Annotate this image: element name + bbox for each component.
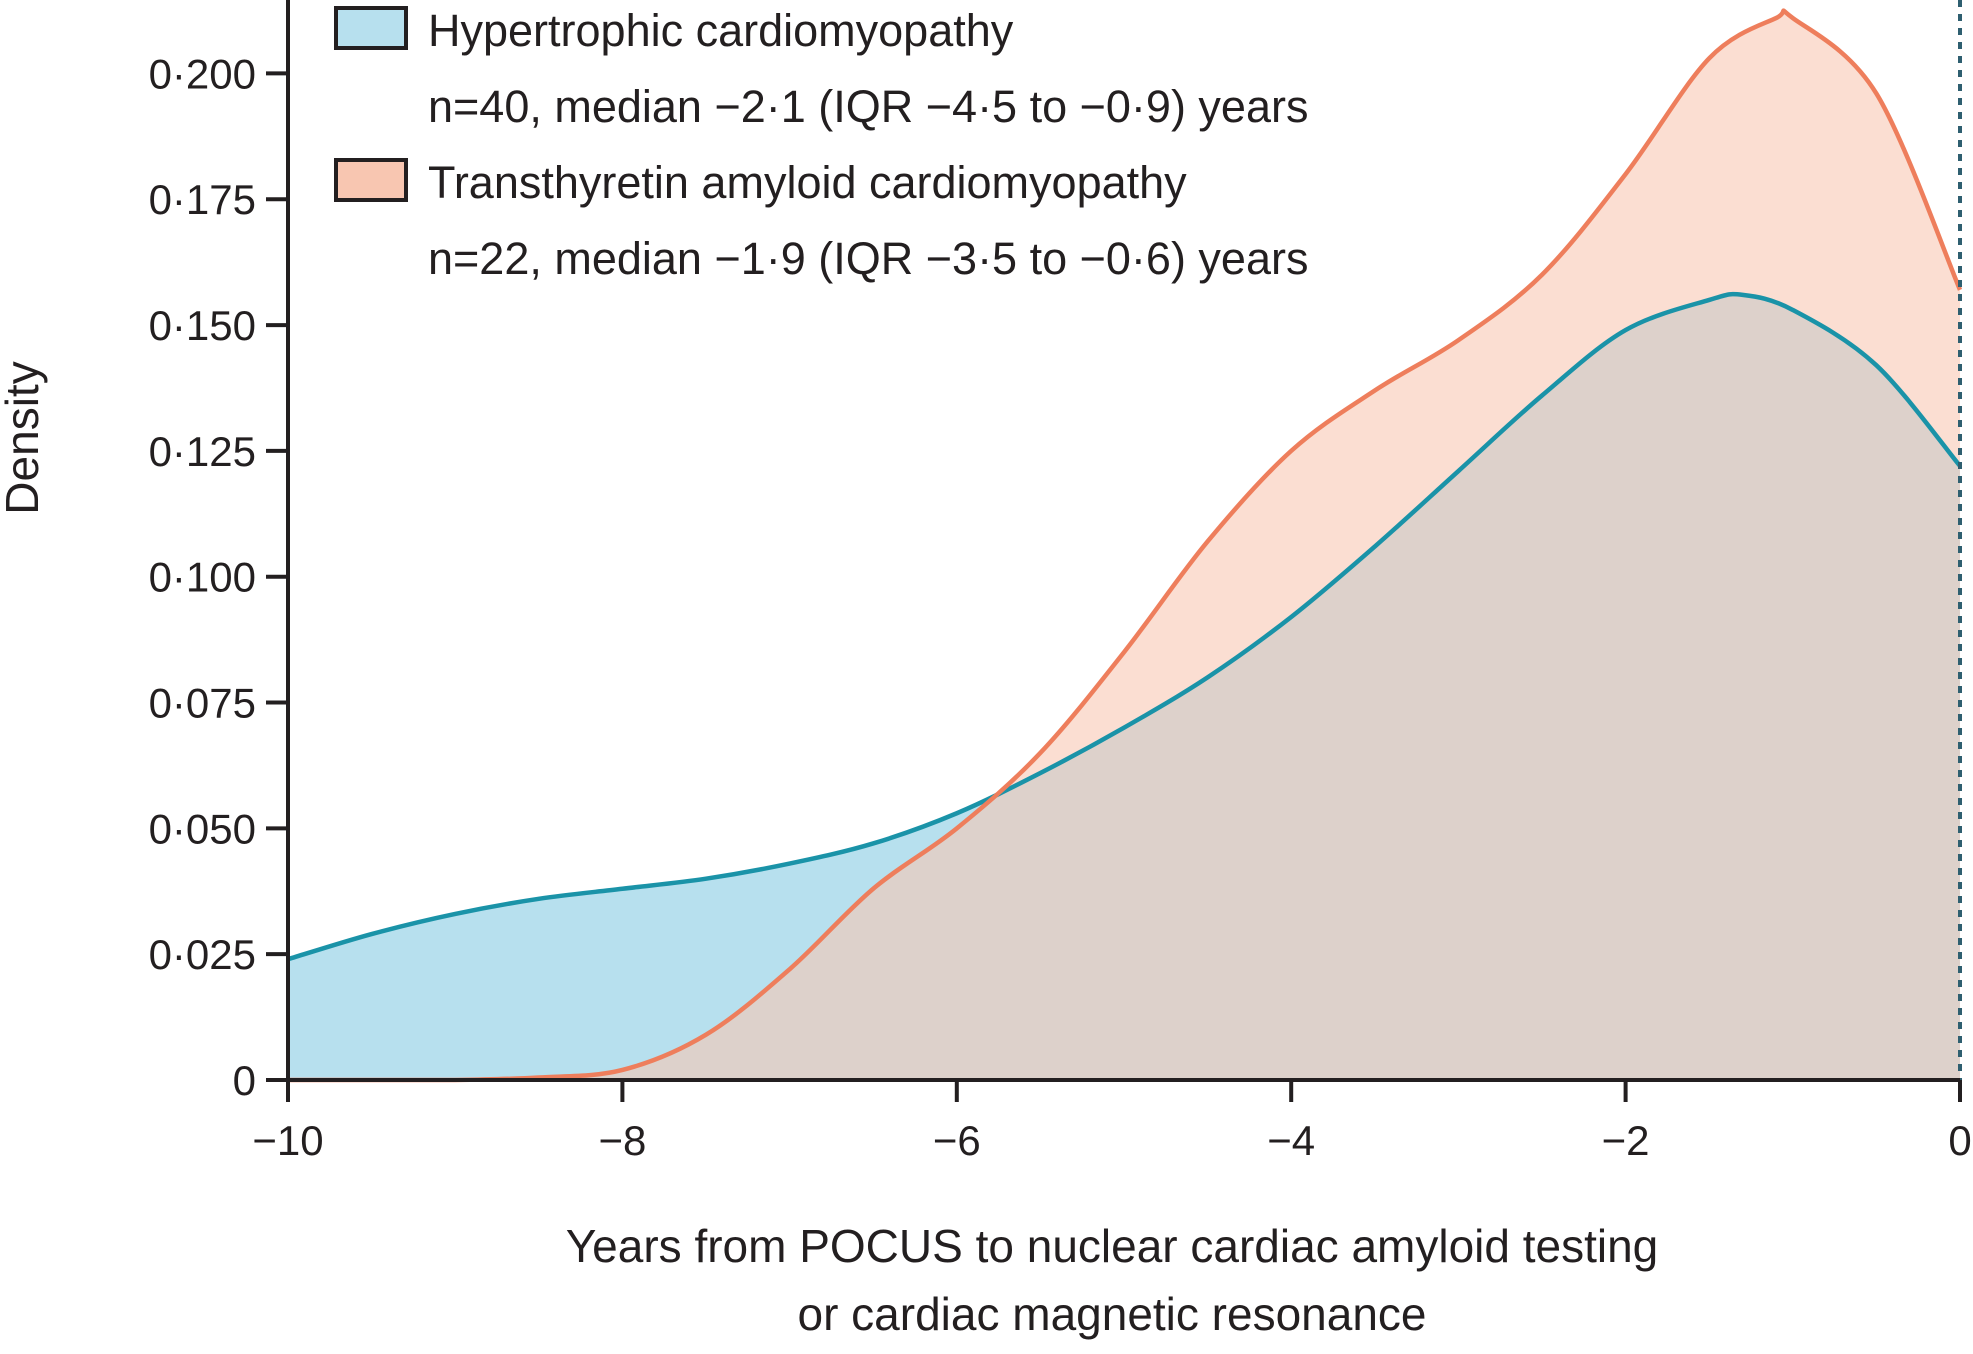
legend-swatch-hypertrophic <box>334 6 408 50</box>
axes: −10 −8 −6 −4 −2 0 00·0250·0500·0750·1000·1250… <box>149 0 1972 1164</box>
legend-detail-transthyretin: n=22, median −1·9 (IQR −3·5 to −0·6) yea… <box>428 233 1308 284</box>
y-axis-title: Density <box>0 361 48 514</box>
x-tick-label: 0 <box>1948 1117 1971 1164</box>
x-tick-label: −8 <box>598 1117 646 1164</box>
y-tick-label: 0 <box>233 1057 256 1104</box>
density-line-hypertrophic <box>287 291 1962 962</box>
y-tick-label: 0·125 <box>149 428 256 475</box>
legend-label-hypertrophic: Hypertrophic cardiomyopathy <box>428 5 1014 56</box>
legend-label-transthyretin: Transthyretin amyloid cardiomyopathy <box>428 157 1187 208</box>
y-tick-label: 0·150 <box>149 302 256 349</box>
x-tick-label: −2 <box>1602 1117 1650 1164</box>
density-line-transthyretin <box>288 8 1963 1083</box>
density-fills <box>288 10 1960 1080</box>
y-tick-label: 0·075 <box>149 680 256 727</box>
y-axis-ticks: 0 0·025 0·050 0·075 0·100 0·125 0·150 0·175 0·20… <box>149 50 288 1104</box>
y-tick-label: 0·175 <box>149 176 256 223</box>
legend-swatch-transthyretin <box>334 158 408 202</box>
y-tick-label: 0·050 <box>149 805 256 852</box>
x-axis-ticks: −10 −8 −6 −4 −2 0 <box>252 1080 1972 1164</box>
legend-detail-hypertrophic: n=40, median −2·1 (IQR −4·5 to −0·9) yea… <box>428 81 1308 132</box>
x-tick-label: −4 <box>1267 1117 1315 1164</box>
y-tick-label: 0·025 <box>149 931 256 978</box>
legend: Hypertrophic cardiomyopathy n=40, median… <box>334 5 1308 284</box>
x-axis-title-line-2: or cardiac magnetic resonance <box>798 1288 1427 1340</box>
x-axis-title-line-1: Years from POCUS to nuclear cardiac amyl… <box>566 1220 1659 1272</box>
y-tick-label: 0·200 <box>149 50 256 97</box>
density-lines <box>287 8 1963 1083</box>
x-tick-label: −10 <box>252 1117 323 1164</box>
x-tick-label: −6 <box>933 1117 981 1164</box>
area-fill-transthyretin <box>288 10 1960 1080</box>
y-tick-label: 0·100 <box>149 554 256 601</box>
